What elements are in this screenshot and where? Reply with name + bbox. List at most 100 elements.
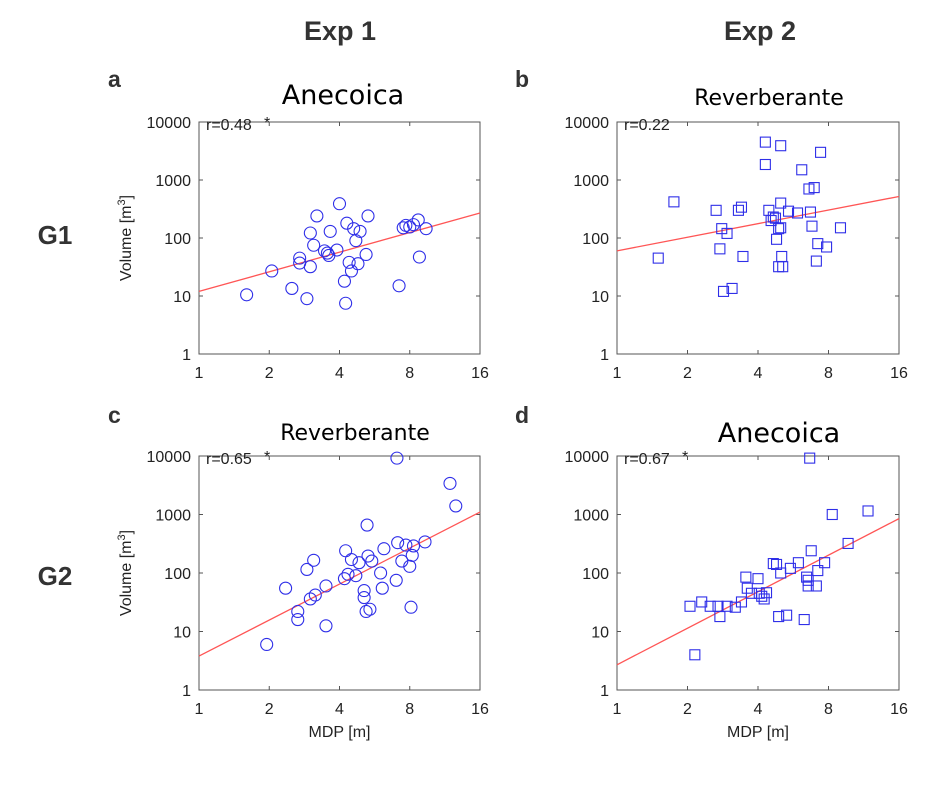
panel-c-point xyxy=(319,619,333,633)
panel-a-point xyxy=(300,292,314,306)
panel-c-point xyxy=(357,584,371,598)
panel-d-point xyxy=(804,452,816,464)
panel-a-point xyxy=(285,281,299,295)
panel-a-point xyxy=(359,247,373,262)
panel-a-point xyxy=(344,264,358,278)
panel-d-point xyxy=(842,537,854,549)
panel-b-point xyxy=(791,207,804,219)
panel-c-point xyxy=(377,542,391,556)
panel-d-point xyxy=(826,508,838,521)
panel-a-point xyxy=(265,264,279,278)
panel-d-point xyxy=(704,600,716,612)
panel-a-point xyxy=(342,255,356,269)
panel-b-ytick-label: 10 xyxy=(591,289,609,306)
panel-a-point xyxy=(339,296,353,310)
panel-d-xtick-label: 4 xyxy=(754,701,763,718)
panel-b-point xyxy=(815,146,827,158)
panel-c-fit-line xyxy=(198,511,481,657)
panel-d-point xyxy=(802,580,814,592)
panel-d-xtick-label: 2 xyxy=(683,701,692,718)
panel-b-point xyxy=(812,238,824,250)
panel-c-point xyxy=(404,600,418,614)
panel-d-point xyxy=(792,557,804,569)
panel-b-point xyxy=(804,206,817,218)
panel-c-point xyxy=(363,602,377,616)
panel-c-point xyxy=(303,592,317,606)
panel-c-point xyxy=(390,451,404,465)
panel-c-point xyxy=(349,569,363,583)
panel-d-frame xyxy=(616,455,900,691)
panel-a-xtick-label: 16 xyxy=(471,365,489,382)
panel-d-xtick-label: 16 xyxy=(890,701,908,718)
panel-a-point xyxy=(320,246,334,260)
panel-b-point xyxy=(721,227,733,239)
panel-b-point xyxy=(773,223,785,235)
panel-c-ytick-label: 10000 xyxy=(147,449,192,466)
panel-d-point xyxy=(801,571,813,583)
panel-a-point xyxy=(403,220,417,234)
panel-d-point xyxy=(810,580,822,592)
panel-a-ytick-label: 100 xyxy=(164,231,191,248)
panel-a-fit-line xyxy=(198,212,481,293)
panel-c-xlabel: MDP [m] xyxy=(309,724,371,741)
panel-c-ytick-label: 10 xyxy=(173,625,191,642)
panel-d-point xyxy=(721,600,733,612)
panel-c-point xyxy=(443,476,457,490)
panel-d-title: Anecoica xyxy=(718,418,840,449)
panel-d-point xyxy=(760,587,773,599)
panel-d-ytick-label: 10000 xyxy=(565,449,610,466)
panel-a-letter: a xyxy=(108,66,121,92)
panel-a-point xyxy=(406,218,421,232)
panel-c-title: Reverberante xyxy=(280,421,430,446)
panel-a-xtick-label: 2 xyxy=(265,365,274,382)
panel-b-point xyxy=(775,140,787,152)
panel-c-frame xyxy=(198,455,481,691)
panel-d-point xyxy=(812,565,824,577)
panel-b-point xyxy=(759,136,771,148)
panel-a-point xyxy=(332,197,347,211)
panel-c-point xyxy=(352,556,366,570)
panel-c-point xyxy=(300,562,314,576)
panel-a-point xyxy=(303,260,317,274)
panel-c-point xyxy=(344,552,358,567)
panel-c-ytick-label: 1 xyxy=(182,683,191,700)
panel-a-ytick-label: 10 xyxy=(173,289,191,306)
panel-d-point xyxy=(714,611,726,623)
panel-a-title: Anecoica xyxy=(282,80,404,111)
panel-b-point xyxy=(782,205,795,217)
panel-b-point xyxy=(759,158,771,171)
panel-d-point xyxy=(684,600,696,612)
panel-a-xtick-label: 4 xyxy=(335,365,344,382)
panel-c-letter: c xyxy=(108,402,121,428)
panel-c-xtick-label: 4 xyxy=(335,701,344,718)
panel-d-xtick-label: 1 xyxy=(613,701,622,718)
panel-d-point xyxy=(773,611,785,623)
panel-a-point xyxy=(240,288,254,302)
panel-d-point xyxy=(819,557,831,569)
panel-d-point xyxy=(740,571,752,583)
panel-c-point xyxy=(374,566,388,580)
panel-a-ylabel: Volume [m3] xyxy=(116,195,135,281)
panel-b-letter: b xyxy=(515,66,529,92)
panel-c-ylabel: Volume [m3] xyxy=(116,530,135,616)
panel-b-point xyxy=(810,255,822,267)
panel-b-xtick-label: 2 xyxy=(683,365,692,382)
panel-d-point xyxy=(862,505,874,517)
panel-d-xtick-label: 8 xyxy=(824,701,833,718)
panel-d-point xyxy=(784,562,796,574)
row-label-g1: G1 xyxy=(38,220,73,250)
panel-b-point xyxy=(726,282,738,294)
panel-d-ytick-label: 100 xyxy=(582,566,609,583)
panel-b-point xyxy=(776,250,788,263)
panel-c-point xyxy=(449,499,463,513)
panel-b-point xyxy=(767,211,779,223)
panel-c-xtick-label: 16 xyxy=(471,701,489,718)
panel-b-point xyxy=(668,196,680,208)
panel-c-correlation: r=0.65 xyxy=(206,451,252,468)
panel-a-point xyxy=(349,234,363,248)
panel-a-point xyxy=(351,257,365,271)
panel-c-point xyxy=(359,604,373,619)
panel-c-point xyxy=(307,553,321,567)
panel-c-point xyxy=(341,567,355,581)
